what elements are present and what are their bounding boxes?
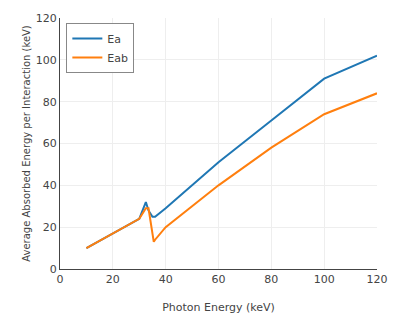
svg-text:Average Absorbed Energy per In: Average Absorbed Energy per Interaction …	[21, 25, 32, 262]
svg-text:0: 0	[50, 263, 57, 276]
svg-text:60: 60	[43, 137, 57, 150]
svg-text:100: 100	[36, 54, 57, 67]
svg-text:100: 100	[314, 273, 335, 286]
svg-text:120: 120	[367, 273, 388, 286]
svg-text:Photon Energy (keV): Photon Energy (keV)	[162, 301, 275, 314]
svg-text:20: 20	[43, 221, 57, 234]
svg-text:0: 0	[57, 273, 64, 286]
svg-text:Eab: Eab	[107, 52, 128, 65]
svg-text:80: 80	[43, 96, 57, 109]
svg-text:60: 60	[212, 273, 226, 286]
svg-text:Ea: Ea	[107, 33, 121, 46]
svg-text:80: 80	[264, 273, 278, 286]
svg-text:40: 40	[159, 273, 173, 286]
svg-text:20: 20	[106, 273, 120, 286]
svg-text:120: 120	[36, 12, 57, 25]
svg-text:40: 40	[43, 179, 57, 192]
